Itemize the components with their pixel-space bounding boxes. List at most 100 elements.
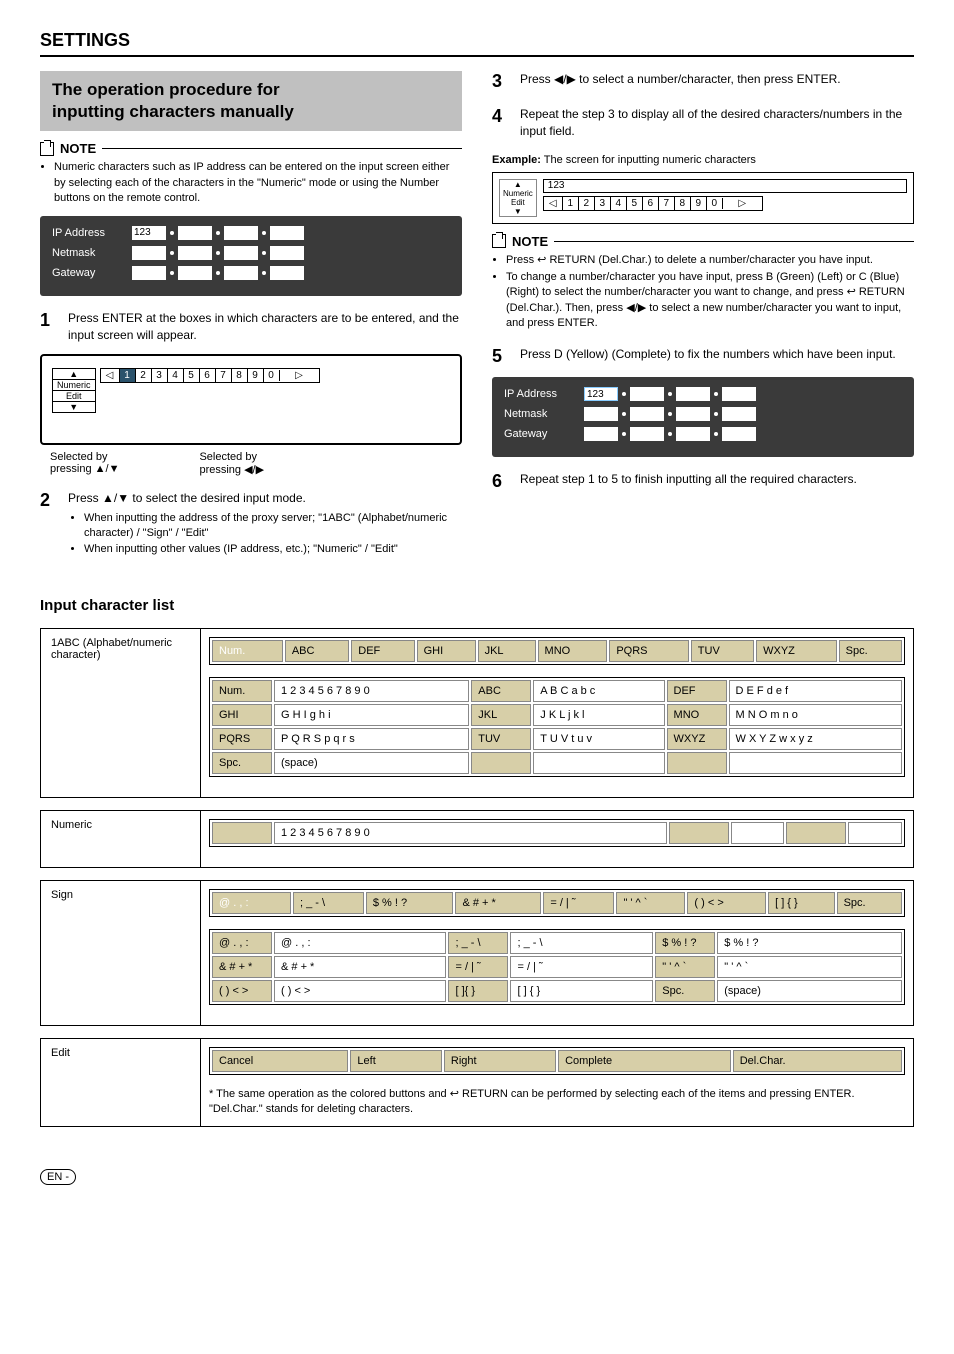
note-right-2: To change a number/character you have in… (506, 270, 914, 332)
abc-body-table: Num. 1 2 3 4 5 6 7 8 9 0 ABC A B C a b c… (209, 677, 905, 777)
numeric-block: Numeric 1 2 3 4 5 6 7 8 9 0 (40, 810, 914, 868)
gw-field-3[interactable] (224, 266, 258, 280)
note-text: Numeric characters such as IP address ca… (54, 160, 462, 206)
step-3: 3 Press ◀/▶ to select a number/character… (492, 71, 914, 92)
mode-up-arrow: ▲ (53, 369, 95, 380)
numeric-label: Numeric (41, 811, 201, 867)
digit-strip[interactable]: ◁ 1 2 3 4 5 6 7 8 9 0 ▷ (100, 368, 320, 383)
edit-label: Edit (41, 1039, 201, 1126)
digit-0[interactable]: 0 (263, 369, 279, 382)
step-5-num: 5 (492, 346, 510, 367)
gateway-row: Gateway (52, 266, 450, 280)
note-label: NOTE (60, 141, 96, 156)
mode-down-arrow: ▼ (53, 402, 95, 412)
example-label: Example: Example: The screen for inputti… (492, 154, 914, 166)
step-2-bullet-2: When inputting other values (IP address,… (84, 542, 462, 557)
digit-4[interactable]: 4 (167, 369, 183, 382)
mode-edit: Edit (53, 391, 95, 402)
note-body: Numeric characters such as IP address ca… (40, 160, 462, 206)
step-5-text: Press D (Yellow) (Complete) to fix the n… (520, 346, 914, 363)
ex-right-arrow[interactable]: ▷ (722, 198, 762, 209)
gw-field-4[interactable] (270, 266, 304, 280)
gw-field-2[interactable] (178, 266, 212, 280)
abc-label: 1ABC (Alphabet/numeric character) (41, 629, 201, 797)
note-header-right: NOTE (492, 234, 914, 249)
step-6-text: Repeat step 1 to 5 to finish inputting a… (520, 471, 914, 488)
step-3-num: 3 (492, 71, 510, 92)
ip-field-2[interactable] (178, 226, 212, 240)
digit-5[interactable]: 5 (183, 369, 199, 382)
caption-left: Selected by pressing ▲/▼ (50, 451, 119, 476)
heading-line2: inputting characters manually (52, 101, 450, 123)
mode-numeric: Numeric (53, 380, 95, 391)
step-3-text: Press ◀/▶ to select a number/character, … (520, 71, 914, 88)
netmask-row: Netmask (52, 246, 450, 260)
section-title: SETTINGS (40, 30, 914, 57)
edit-block: Edit Cancel Left Right Complete Del.Char… (40, 1038, 914, 1127)
step-2-bullet-1: When inputting the address of the proxy … (84, 511, 462, 542)
strip-right-arrow[interactable]: ▷ (279, 370, 319, 381)
note-rule (102, 148, 462, 149)
mode-selector[interactable]: ▲ Numeric Edit ▼ (52, 368, 96, 413)
digit-9[interactable]: 9 (247, 369, 263, 382)
nm-field-1[interactable] (132, 246, 166, 260)
step-4-num: 4 (492, 106, 510, 127)
edit-header-table: Cancel Left Right Complete Del.Char. (209, 1047, 905, 1075)
abc-block: 1ABC (Alphabet/numeric character) Num. A… (40, 628, 914, 798)
gateway-label: Gateway (52, 267, 122, 279)
ip-field-3[interactable] (224, 226, 258, 240)
caption-right: Selected by pressing ◀/▶ (199, 451, 264, 476)
nm-field-3[interactable] (224, 246, 258, 260)
example-mode-stack[interactable]: ▲ Numeric Edit ▼ (499, 179, 537, 217)
digit-7[interactable]: 7 (215, 369, 231, 382)
sign-block: Sign @ . , : ; _ - \ $ % ! ? & # + * = /… (40, 880, 914, 1026)
step-6-num: 6 (492, 471, 510, 492)
step-2-text: Press ▲/▼ to select the desired input mo… (68, 490, 462, 557)
strip-left-arrow[interactable]: ◁ (101, 370, 119, 381)
note-right-1: Press ↩ RETURN (Del.Char.) to delete a n… (506, 253, 914, 268)
ip-field-4[interactable] (270, 226, 304, 240)
note-body-right: Press ↩ RETURN (Del.Char.) to delete a n… (492, 253, 914, 332)
sign-header-table: @ . , : ; _ - \ $ % ! ? & # + * = / | ˜ … (209, 889, 905, 917)
step-6: 6 Repeat step 1 to 5 to finish inputting… (492, 471, 914, 492)
example-field[interactable]: 123 (543, 179, 907, 193)
netmask-label: Netmask (52, 247, 122, 259)
step-4: 4 Repeat the step 3 to display all of th… (492, 106, 914, 140)
abc-header-table: Num. ABC DEF GHI JKL MNO PQRS TUV WXYZ S… (209, 637, 905, 665)
step-1: 1 Press ENTER at the boxes in which char… (40, 310, 462, 344)
ip-config-box: IP Address 123 Netmask Gateway (40, 216, 462, 296)
step-5: 5 Press D (Yellow) (Complete) to fix the… (492, 346, 914, 367)
note-icon (40, 142, 54, 156)
char-list-title: Input character list (40, 597, 914, 614)
digit-2[interactable]: 2 (135, 369, 151, 382)
ip-label: IP Address (52, 227, 122, 239)
note-label-right: NOTE (512, 234, 548, 249)
example-box: ▲ Numeric Edit ▼ 123 ◁ 1 2 3 4 5 6 7 8 9 (492, 172, 914, 224)
numeric-table: 1 2 3 4 5 6 7 8 9 0 (209, 819, 905, 847)
digit-6[interactable]: 6 (199, 369, 215, 382)
sign-label: Sign (41, 881, 201, 1025)
digit-3[interactable]: 3 (151, 369, 167, 382)
nm-field-4[interactable] (270, 246, 304, 260)
heading-bar: The operation procedure for inputting ch… (40, 71, 462, 131)
page-footer: EN - (40, 1169, 76, 1185)
digit-1[interactable]: 1 (119, 369, 135, 382)
ip-row: IP Address 123 (52, 226, 450, 240)
step-4-text: Repeat the step 3 to display all of the … (520, 106, 914, 140)
nm-field-2[interactable] (178, 246, 212, 260)
step-1-text: Press ENTER at the boxes in which charac… (68, 310, 462, 344)
heading-line1: The operation procedure for (52, 79, 450, 101)
step-1-num: 1 (40, 310, 58, 331)
sign-body-table: @ . , : @ . , : ; _ - \ ; _ - \ $ % ! ? … (209, 929, 905, 1005)
gw-field-1[interactable] (132, 266, 166, 280)
step-2: 2 Press ▲/▼ to select the desired input … (40, 490, 462, 557)
ex-left-arrow[interactable]: ◁ (544, 198, 562, 209)
note-header: NOTE (40, 141, 462, 156)
edit-footnote: * The same operation as the colored butt… (209, 1087, 905, 1118)
ip-field-1[interactable]: 123 (132, 226, 166, 240)
digit-8[interactable]: 8 (231, 369, 247, 382)
example-digit-strip[interactable]: ◁ 1 2 3 4 5 6 7 8 9 0 ▷ (543, 196, 763, 211)
step-2-num: 2 (40, 490, 58, 511)
keypad-diagram: ▲ Numeric Edit ▼ ◁ 1 2 3 4 5 6 7 8 9 0 (40, 354, 462, 445)
right-column: 3 Press ◀/▶ to select a number/character… (492, 71, 914, 557)
